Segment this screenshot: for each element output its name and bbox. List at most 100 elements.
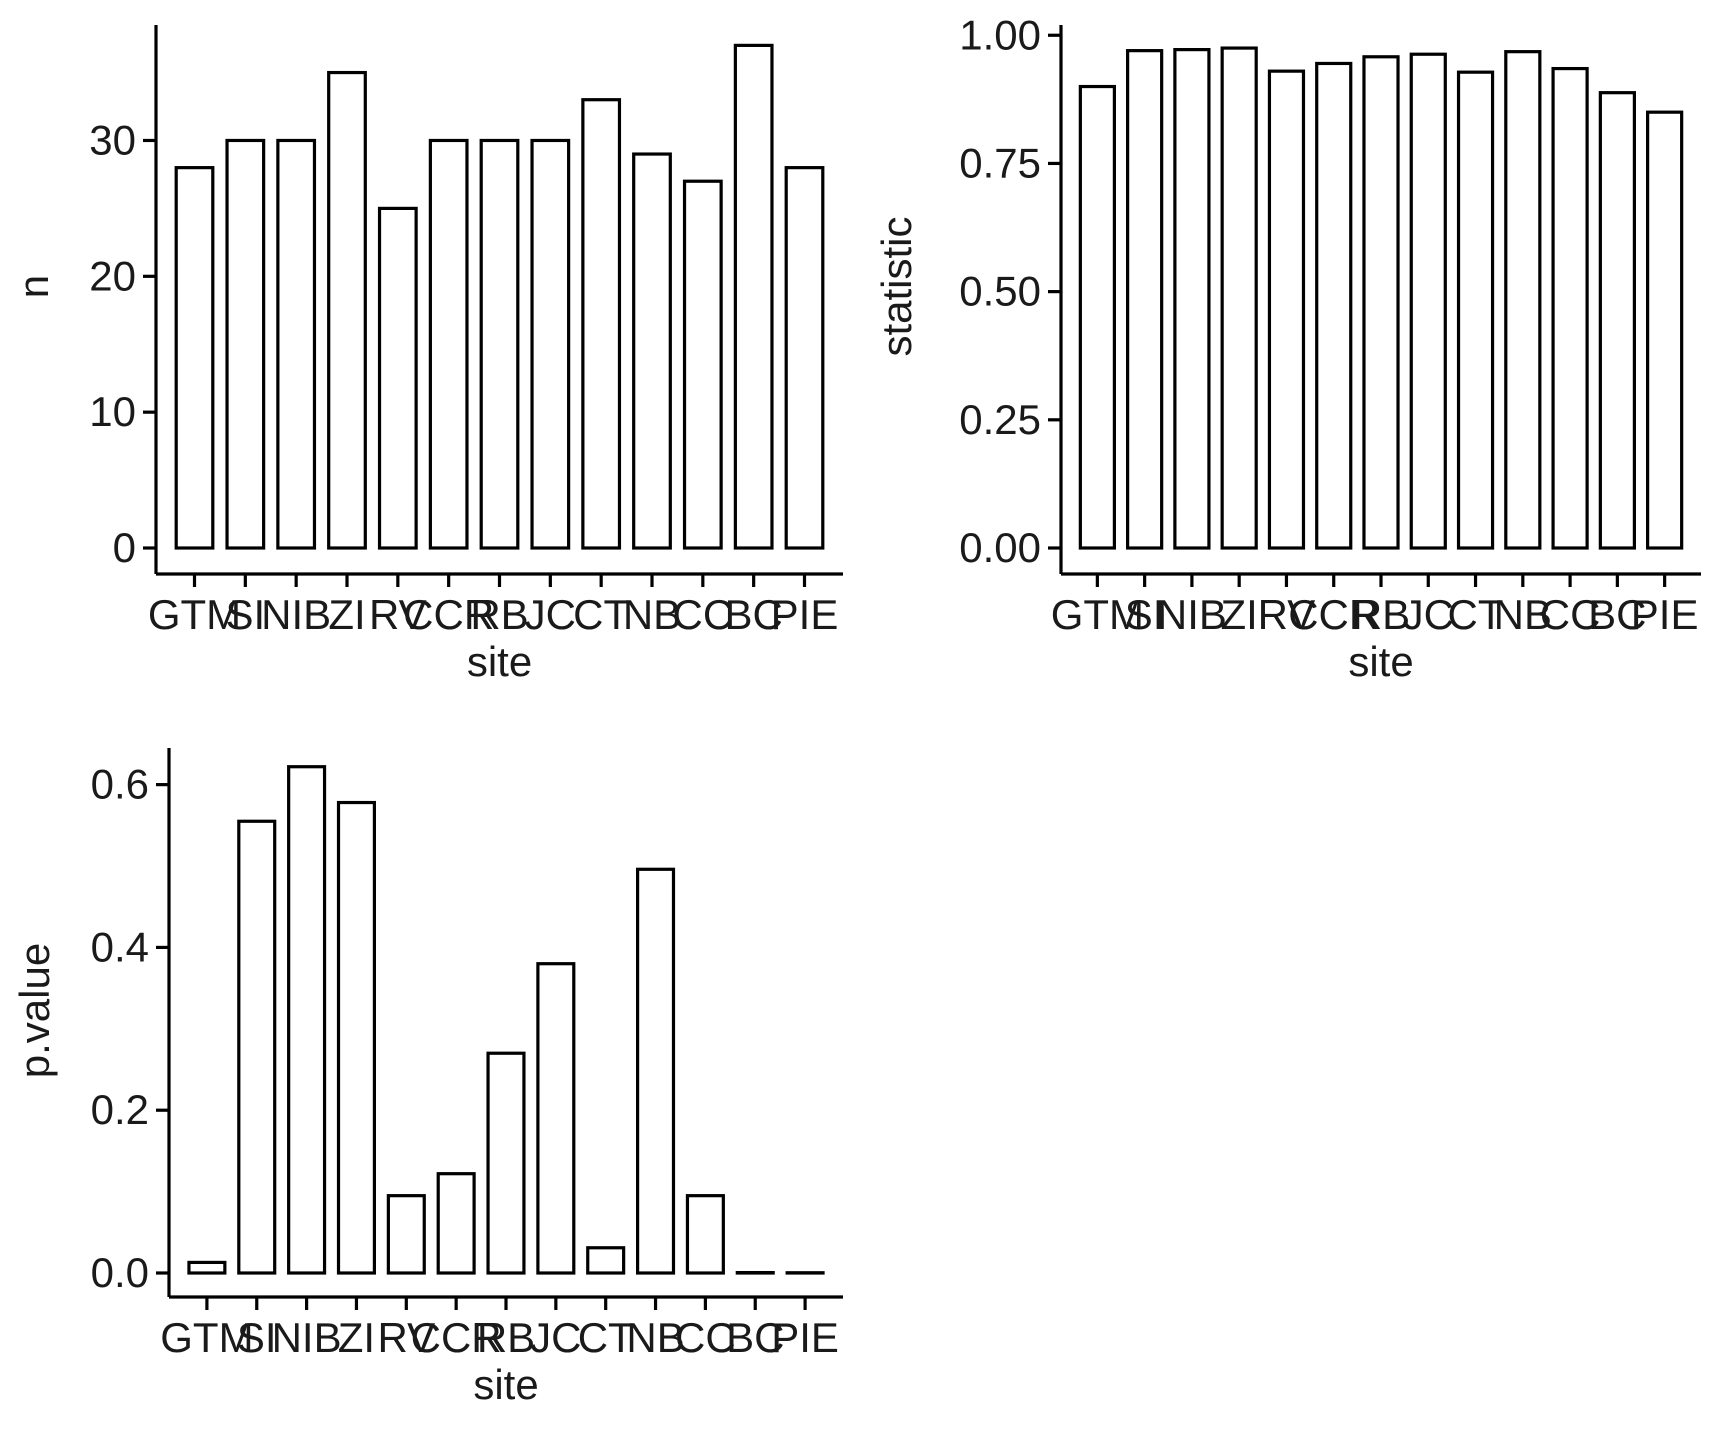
bar-cc xyxy=(685,1194,725,1275)
y-ticks-statistic: 0.00 0.25 0.50 0.75 1.00 xyxy=(959,11,1061,571)
bar-pie xyxy=(784,166,825,550)
x-tick-label: RB xyxy=(1352,591,1410,638)
x-tick-label: GTM xyxy=(1051,591,1144,638)
x-tick-label: SI xyxy=(237,1314,277,1361)
x-tick-label: JC xyxy=(525,591,576,638)
x-tick-label: BC xyxy=(726,1314,784,1361)
y-ticks-p-value: 0.0 0.2 0.4 0.6 xyxy=(91,761,169,1296)
bar-nib xyxy=(287,765,327,1275)
bar-ct xyxy=(581,98,622,550)
x-tick-label: SI xyxy=(225,591,265,638)
bar-nib xyxy=(276,138,317,550)
bar-zi xyxy=(327,70,367,550)
bar-cc xyxy=(682,179,723,550)
bar-zi xyxy=(336,800,377,1275)
x-tick-label: CC xyxy=(675,1314,736,1361)
x-tick-label: CC xyxy=(672,591,733,638)
x-tick-label: JC xyxy=(530,1314,581,1361)
x-tick-label: CCR xyxy=(403,591,494,638)
x-axis-label: site xyxy=(473,1361,538,1408)
bar-bc xyxy=(1598,91,1636,550)
x-tick-label: RV xyxy=(378,1314,436,1361)
x-tick-label: NB xyxy=(626,1314,684,1361)
x-tick-label: ZI xyxy=(1221,591,1258,638)
bar-rv xyxy=(386,1194,426,1275)
y-tick-label: 30 xyxy=(89,116,136,163)
x-tick-label: PIE xyxy=(1631,591,1699,638)
bar-si xyxy=(237,819,277,1275)
x-tick-label: CCR xyxy=(1288,591,1379,638)
y-tick-label: 0.0 xyxy=(91,1249,149,1296)
x-tick-label: GTM xyxy=(148,591,241,638)
bar-si xyxy=(225,138,266,550)
y-tick-label: 0.00 xyxy=(959,524,1041,571)
y-tick-label: 20 xyxy=(89,252,136,299)
x-tick-label: CCR xyxy=(411,1314,502,1361)
bar-rv xyxy=(377,206,418,550)
x-tick-label: NB xyxy=(1494,591,1552,638)
bars-statistic xyxy=(1078,46,1684,550)
x-tick-label: RB xyxy=(470,591,528,638)
x-tick-label: RV xyxy=(369,591,427,638)
x-tick-label: GTM xyxy=(160,1314,253,1361)
y-axis-label: statistic xyxy=(873,216,920,356)
bar-zi xyxy=(1220,46,1258,550)
x-tick-label: NIB xyxy=(1157,591,1227,638)
bar-ct xyxy=(1456,70,1495,550)
x-tick-label: RV xyxy=(1258,591,1316,638)
bar-ccr xyxy=(436,1172,476,1275)
x-tick-label: NIB xyxy=(272,1314,342,1361)
x-tick-label: ZI xyxy=(328,591,365,638)
y-tick-label: 0.50 xyxy=(959,268,1041,315)
x-tick-label: NIB xyxy=(261,591,331,638)
bar-rb xyxy=(1362,55,1400,550)
bar-ct xyxy=(586,1246,626,1275)
bar-cc xyxy=(1551,66,1589,550)
bar-gtm xyxy=(174,166,215,550)
bars-p-value xyxy=(187,765,825,1275)
y-tick-label: 0.75 xyxy=(959,139,1041,186)
y-tick-label: 0.2 xyxy=(91,1086,149,1133)
x-tick-label: CT xyxy=(573,591,629,638)
x-tick-label: RB xyxy=(477,1314,535,1361)
x-tick-label: SI xyxy=(1125,591,1165,638)
y-ticks-n: 0 10 20 30 xyxy=(89,116,156,571)
x-tick-label: ZI xyxy=(338,1314,375,1361)
y-tick-label: 0.4 xyxy=(91,923,149,970)
y-tick-label: 10 xyxy=(89,388,136,435)
x-tick-label: PIE xyxy=(771,591,839,638)
x-tick-label: PIE xyxy=(771,1314,839,1361)
bar-rb xyxy=(479,138,520,550)
bar-bc xyxy=(733,43,774,550)
x-axis-label: site xyxy=(1348,638,1413,685)
bar-pie xyxy=(1646,110,1684,550)
bar-nb xyxy=(1504,50,1542,550)
bar-jc xyxy=(530,138,571,550)
y-tick-label: 0.6 xyxy=(91,761,149,808)
x-tick-label: BC xyxy=(1588,591,1646,638)
bar-jc xyxy=(536,962,576,1275)
bar-rb xyxy=(486,1051,526,1275)
x-tick-label: JC xyxy=(1403,591,1454,638)
x-tick-label: CT xyxy=(1448,591,1504,638)
bar-rv xyxy=(1267,69,1306,550)
y-tick-label: 0 xyxy=(113,524,136,571)
bar-ccr xyxy=(1315,61,1353,550)
x-tick-label: NB xyxy=(623,591,681,638)
bar-ccr xyxy=(428,138,469,550)
bar-gtm xyxy=(1078,84,1116,550)
bar-nb xyxy=(632,152,672,550)
x-tick-label: CC xyxy=(1540,591,1601,638)
x-tick-label: CT xyxy=(578,1314,634,1361)
bar-jc xyxy=(1409,52,1447,550)
bar-gtm xyxy=(187,1260,227,1275)
bar-si xyxy=(1126,49,1164,550)
bars-n xyxy=(174,43,825,550)
bar-nb xyxy=(635,867,676,1275)
